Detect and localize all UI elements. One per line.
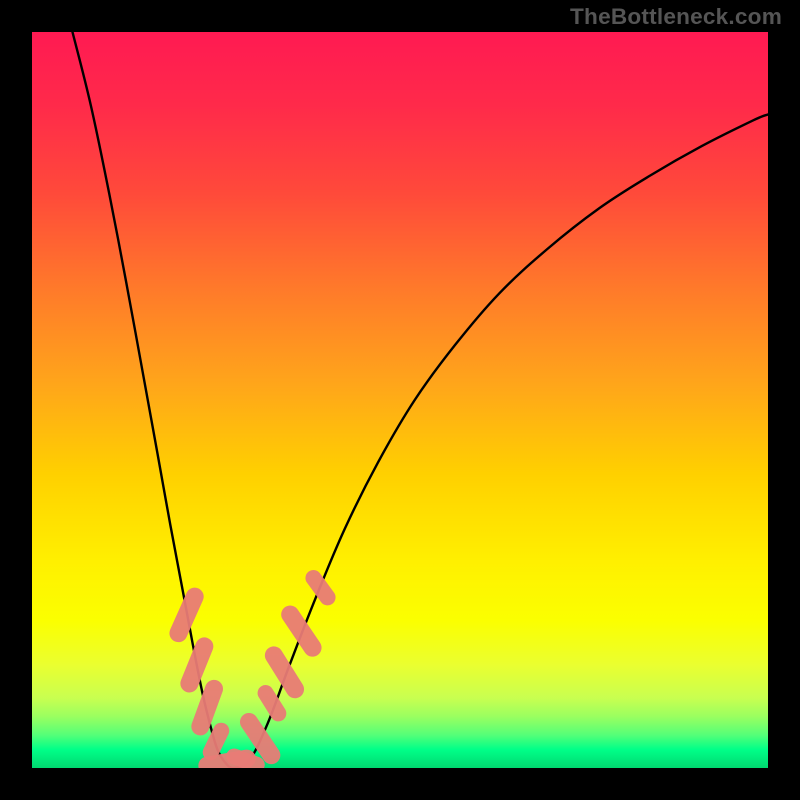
watermark-text: TheBottleneck.com: [570, 4, 782, 30]
plot-area: [32, 32, 768, 768]
markers-group: [167, 567, 339, 768]
chart-root: TheBottleneck.com: [0, 0, 800, 800]
curve-marker: [278, 602, 325, 660]
curve-marker: [167, 585, 207, 645]
curve-marker: [302, 567, 338, 609]
bottleneck-curve: [72, 32, 768, 768]
plot-overlay: [32, 32, 768, 768]
